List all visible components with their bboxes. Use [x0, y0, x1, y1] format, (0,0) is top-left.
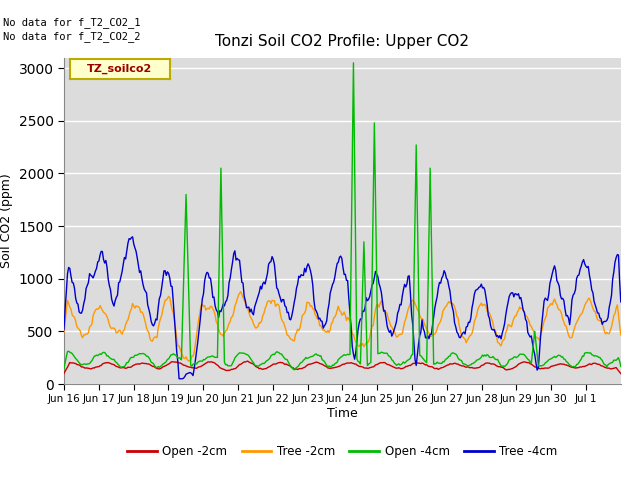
Text: No data for f_T2_CO2_1: No data for f_T2_CO2_1 — [3, 17, 141, 28]
Y-axis label: Soil CO2 (ppm): Soil CO2 (ppm) — [0, 173, 13, 268]
Legend: Open -2cm, Tree -2cm, Open -4cm, Tree -4cm: Open -2cm, Tree -2cm, Open -4cm, Tree -4… — [122, 441, 563, 463]
X-axis label: Time: Time — [327, 407, 358, 420]
Text: No data for f_T2_CO2_2: No data for f_T2_CO2_2 — [3, 31, 141, 42]
Title: Tonzi Soil CO2 Profile: Upper CO2: Tonzi Soil CO2 Profile: Upper CO2 — [216, 35, 469, 49]
